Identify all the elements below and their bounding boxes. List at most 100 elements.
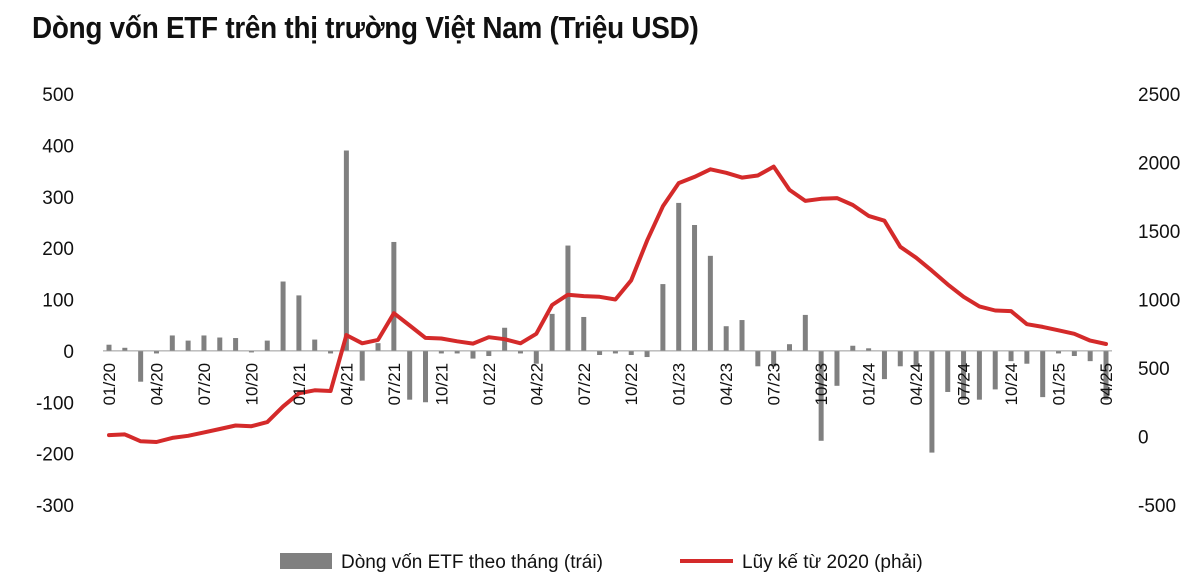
right-tick-label: 2000 <box>1138 154 1180 175</box>
flow-bar <box>312 339 318 351</box>
flow-bar <box>1056 350 1062 354</box>
flow-bar <box>438 350 444 354</box>
legend-line-label: Lũy kế từ 2020 (phải) <box>742 552 923 573</box>
flow-bar <box>549 313 555 351</box>
x-tick-label: 10/23 <box>812 363 831 406</box>
cumulative-line <box>107 164 1108 444</box>
flow-bar <box>296 295 302 351</box>
flow-bar <box>1087 350 1093 362</box>
flow-bar <box>676 202 682 351</box>
x-tick-label: 10/24 <box>1002 363 1021 406</box>
left-tick-label: 500 <box>42 85 74 106</box>
right-tick-label: 2500 <box>1138 85 1180 106</box>
x-tick-label: 07/21 <box>385 363 404 406</box>
flow-bar <box>850 345 856 351</box>
flow-bar <box>106 344 112 351</box>
flow-bar <box>201 335 207 351</box>
flow-bar <box>217 337 223 351</box>
flow-bar <box>581 316 587 351</box>
x-tick-label: 07/20 <box>195 363 214 406</box>
flow-bar <box>185 340 191 351</box>
flow-bar <box>328 350 334 354</box>
flow-bar <box>961 350 967 400</box>
legend-bar-swatch <box>280 553 332 569</box>
left-tick-label: 0 <box>63 342 74 363</box>
flow-bar <box>897 350 903 367</box>
right-tick-label: 1500 <box>1138 222 1180 243</box>
flow-bar <box>976 350 982 400</box>
flow-bar <box>660 284 666 351</box>
x-tick-label: 10/21 <box>432 363 451 406</box>
flow-bar <box>881 350 887 380</box>
flow-bar <box>486 350 492 357</box>
flow-bar <box>929 350 935 453</box>
x-tick-label: 01/22 <box>480 363 499 406</box>
legend-bar-label: Dòng vốn ETF theo tháng (trái) <box>341 552 603 573</box>
monthly-flow-bars <box>106 150 1109 453</box>
flow-bar <box>945 350 951 392</box>
flow-bar <box>913 350 919 366</box>
left-tick-label: 200 <box>42 239 74 260</box>
right-tick-label: 0 <box>1138 428 1149 449</box>
x-tick-label: 01/23 <box>670 363 689 406</box>
x-tick-label: 04/20 <box>147 363 166 406</box>
x-axis-ticks: 01/20 04/20 07/20 10/20 01/21 04/21 07/21 10/21… <box>100 363 1116 406</box>
left-tick-label: 400 <box>42 136 74 157</box>
flow-bar <box>1040 350 1046 398</box>
flow-bar <box>264 340 270 351</box>
flow-bar <box>423 350 429 403</box>
flow-bar <box>375 343 381 351</box>
flow-bar <box>517 350 523 354</box>
left-tick-label: 300 <box>42 188 74 209</box>
flow-bar <box>1071 350 1077 357</box>
flow-bar <box>707 255 713 351</box>
x-tick-label: 01/21 <box>290 363 309 406</box>
flow-bar <box>1103 350 1109 400</box>
chart-title: Dòng vốn ETF trên thị trường Việt Nam (T… <box>32 10 699 45</box>
flow-bar <box>343 150 349 351</box>
flow-bar <box>280 281 286 351</box>
flow-bar <box>138 350 144 382</box>
flow-bar <box>723 326 729 351</box>
flow-bar <box>407 350 413 400</box>
x-tick-label: 07/24 <box>955 363 974 406</box>
x-tick-label: 01/25 <box>1050 363 1069 406</box>
right-tick-label: 500 <box>1138 359 1170 380</box>
flow-bar <box>391 241 397 351</box>
flow-bar <box>565 245 571 351</box>
left-tick-label: 100 <box>42 291 74 312</box>
x-tick-label: 01/20 <box>100 363 119 406</box>
flow-bar <box>644 350 650 358</box>
legend: Dòng vốn ETF theo tháng (trái) Lũy kế từ… <box>280 552 923 573</box>
flow-bar <box>612 350 618 354</box>
x-tick-label: 01/24 <box>860 363 879 406</box>
x-tick-label: 04/25 <box>1097 363 1116 406</box>
right-tick-label: -500 <box>1138 496 1176 517</box>
left-tick-label: -100 <box>36 393 74 414</box>
flow-bar <box>818 350 824 441</box>
flow-bar <box>233 338 239 351</box>
flow-bar <box>169 335 175 351</box>
flow-bar <box>992 350 998 390</box>
flow-bar <box>739 320 745 351</box>
x-tick-label: 10/20 <box>242 363 261 406</box>
x-tick-label: 10/22 <box>622 363 641 406</box>
right-axis-ticks: -500 0 500 1000 1500 2000 2500 <box>1138 85 1180 517</box>
flow-bar <box>153 350 159 354</box>
flow-bar <box>834 350 840 386</box>
left-tick-label: -200 <box>36 445 74 466</box>
left-tick-label: -300 <box>36 496 74 517</box>
flow-bar <box>248 350 254 353</box>
flow-bar <box>597 350 603 355</box>
flow-bar <box>470 350 476 359</box>
flow-bar <box>755 350 761 367</box>
x-tick-label: 07/22 <box>575 363 594 406</box>
flow-bar <box>802 314 808 351</box>
flow-bar <box>866 348 872 351</box>
x-tick-label: 04/23 <box>717 363 736 406</box>
x-tick-label: 07/23 <box>765 363 784 406</box>
right-tick-label: 1000 <box>1138 291 1180 312</box>
flow-bar <box>1008 350 1014 362</box>
flow-bar <box>786 344 792 351</box>
